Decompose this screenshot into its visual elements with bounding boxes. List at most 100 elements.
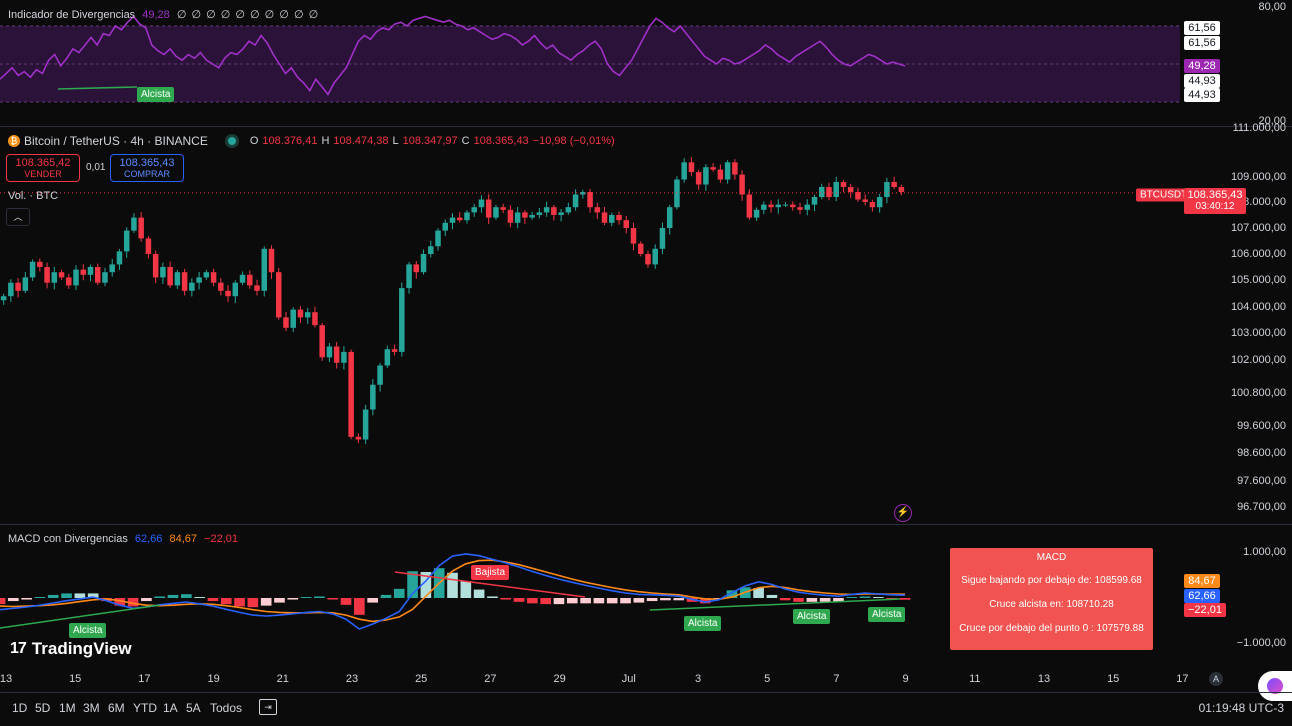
- candle-body: [203, 272, 210, 278]
- macd-histogram-bar: [7, 598, 19, 602]
- candle-body: [362, 409, 369, 440]
- candle-body: [826, 187, 832, 197]
- candle-body: [247, 274, 253, 286]
- candle-body: [456, 217, 463, 221]
- sell-button[interactable]: 108.365,42 VENDER: [6, 154, 80, 182]
- rsi-extras: ∅ ∅ ∅ ∅ ∅ ∅ ∅ ∅ ∅ ∅: [176, 9, 320, 21]
- symbol-title[interactable]: Bitcoin / TetherUS · 4h · BINANCE: [24, 134, 208, 148]
- macd-histogram-bar: [407, 571, 418, 598]
- macd-histogram-bar: [340, 598, 352, 605]
- macd-line-tag: 62,66: [1184, 589, 1220, 603]
- collapse-legend-button[interactable]: ︿: [6, 208, 30, 226]
- candle-body: [210, 272, 217, 283]
- symbol-price-tag: BTCUSDT: [1136, 188, 1192, 202]
- macd-histogram-bar: [473, 589, 485, 598]
- macd-histogram-bar: [620, 598, 631, 604]
- range-5d[interactable]: 5D: [35, 701, 51, 715]
- candle-body: [855, 192, 861, 200]
- goto-date-icon[interactable]: ⇥: [259, 699, 277, 715]
- candle-body: [761, 204, 767, 210]
- macd-pane[interactable]: MACD con Divergencias 62,66 84,67 −22,01…: [0, 525, 1180, 668]
- price-pane[interactable]: ₿ Bitcoin / TetherUS · 4h · BINANCE O 108…: [0, 127, 1180, 523]
- candle-body: [181, 272, 188, 291]
- bottom-toolbar: 1D 5D 1M 3M 6M YTD 1A 5A Todos ⇥ 01:19:4…: [0, 692, 1292, 723]
- macd-box-line: Cruce alcista en: 108710.28: [989, 599, 1114, 610]
- ohlc-l-value: 108.347,97: [402, 135, 458, 147]
- candle-body: [623, 220, 630, 228]
- range-6m[interactable]: 6M: [108, 701, 125, 715]
- candle-body: [131, 217, 137, 231]
- candle-body: [507, 209, 514, 223]
- candle-body: [732, 162, 738, 175]
- macd-histogram-bar: [833, 598, 844, 602]
- candle-body: [522, 212, 528, 218]
- time-tick-label: 17: [1176, 673, 1189, 685]
- macd-signal-line: [0, 559, 905, 623]
- candle-body: [659, 228, 666, 249]
- candle-body: [326, 346, 333, 358]
- candle-body: [681, 162, 687, 180]
- candle-body: [551, 207, 557, 215]
- macd-alcista-label: Alcista: [868, 607, 906, 622]
- range-3m[interactable]: 3M: [83, 701, 100, 715]
- buy-price: 108.365,43: [119, 157, 175, 169]
- macd-histogram-bar: [300, 597, 312, 598]
- time-tick-label: 29: [553, 673, 566, 685]
- macd-histogram-bar: [181, 594, 192, 598]
- macd-hist-tag: −22,01: [1184, 603, 1226, 617]
- sell-label: VENDER: [24, 169, 62, 179]
- lightning-icon[interactable]: ⚡: [894, 504, 912, 522]
- macd-histogram-bar: [274, 598, 285, 603]
- candle-body: [666, 207, 673, 228]
- candle-body: [348, 351, 354, 437]
- range-1d[interactable]: 1D: [12, 701, 28, 715]
- candle-body: [290, 309, 296, 328]
- ohlc-change: −10,98 (−0,01%): [532, 135, 615, 147]
- macd-histogram-bar: [34, 597, 46, 598]
- time-axis[interactable]: 13 15 17 19 21 23 25 27 29 Jul 3 5 7 9 11 13 15 17: [0, 668, 1292, 690]
- macd-histogram-bar: [367, 598, 378, 603]
- macd-histogram-bar: [393, 588, 405, 598]
- candle-body: [218, 282, 224, 291]
- macd-histogram-bar: [899, 598, 911, 600]
- candle-body: [442, 222, 449, 231]
- candle-body: [746, 194, 753, 218]
- macd-histogram-bar: [633, 598, 645, 603]
- candle-body: [377, 365, 383, 385]
- macd-histogram-bar: [819, 598, 831, 602]
- macd-histogram-bar: [726, 590, 738, 598]
- last-price-tag: 108.365,43 03:40:12: [1184, 188, 1246, 214]
- candle-body: [818, 187, 825, 197]
- rsi-axis-bottom: 20,00: [1258, 115, 1286, 127]
- timezone-badge[interactable]: A: [1209, 672, 1223, 686]
- time-tick-label: 9: [902, 673, 909, 685]
- candle-body: [428, 246, 434, 254]
- candle-body: [688, 162, 695, 173]
- range-todos[interactable]: Todos: [210, 701, 243, 715]
- macd-legend: MACD con Divergencias 62,66 84,67 −22,01: [8, 533, 238, 545]
- price-scale[interactable]: 111.000,00 109.000,00 108.000,00 107.000,00…: [1180, 122, 1292, 523]
- macd-histogram-bar: [114, 598, 126, 606]
- clock[interactable]: 01:19:48 UTC-3: [1198, 701, 1284, 715]
- tradingview-logo[interactable]: 17 TradingView: [10, 639, 132, 659]
- macd-histogram-bar: [673, 598, 685, 601]
- rsi-value: 49,28: [142, 9, 170, 21]
- candle-body: [869, 202, 876, 208]
- price-tick-label: 105.000,00: [1230, 274, 1286, 286]
- range-ytd[interactable]: YTD: [133, 701, 157, 715]
- candle-body: [833, 182, 839, 197]
- price-tick-label: 99.600,00: [1237, 420, 1286, 432]
- buy-button[interactable]: 108.365,43 COMPRAR: [110, 154, 184, 182]
- assistant-icon[interactable]: [1258, 671, 1292, 701]
- rsi-pane[interactable]: Indicador de Divergencias 49,28 ∅ ∅ ∅ ∅ …: [0, 0, 1180, 126]
- macd-histogram-bar: [167, 594, 179, 598]
- candle-body: [66, 277, 72, 286]
- tradingview-logo-text: TradingView: [31, 639, 132, 658]
- candle-body: [768, 204, 774, 208]
- candle-body: [225, 290, 231, 297]
- candle-body: [102, 272, 108, 283]
- range-1a[interactable]: 1A: [163, 701, 178, 715]
- range-5a[interactable]: 5A: [186, 701, 201, 715]
- macd-histogram-bar: [74, 593, 86, 598]
- range-1m[interactable]: 1M: [59, 701, 76, 715]
